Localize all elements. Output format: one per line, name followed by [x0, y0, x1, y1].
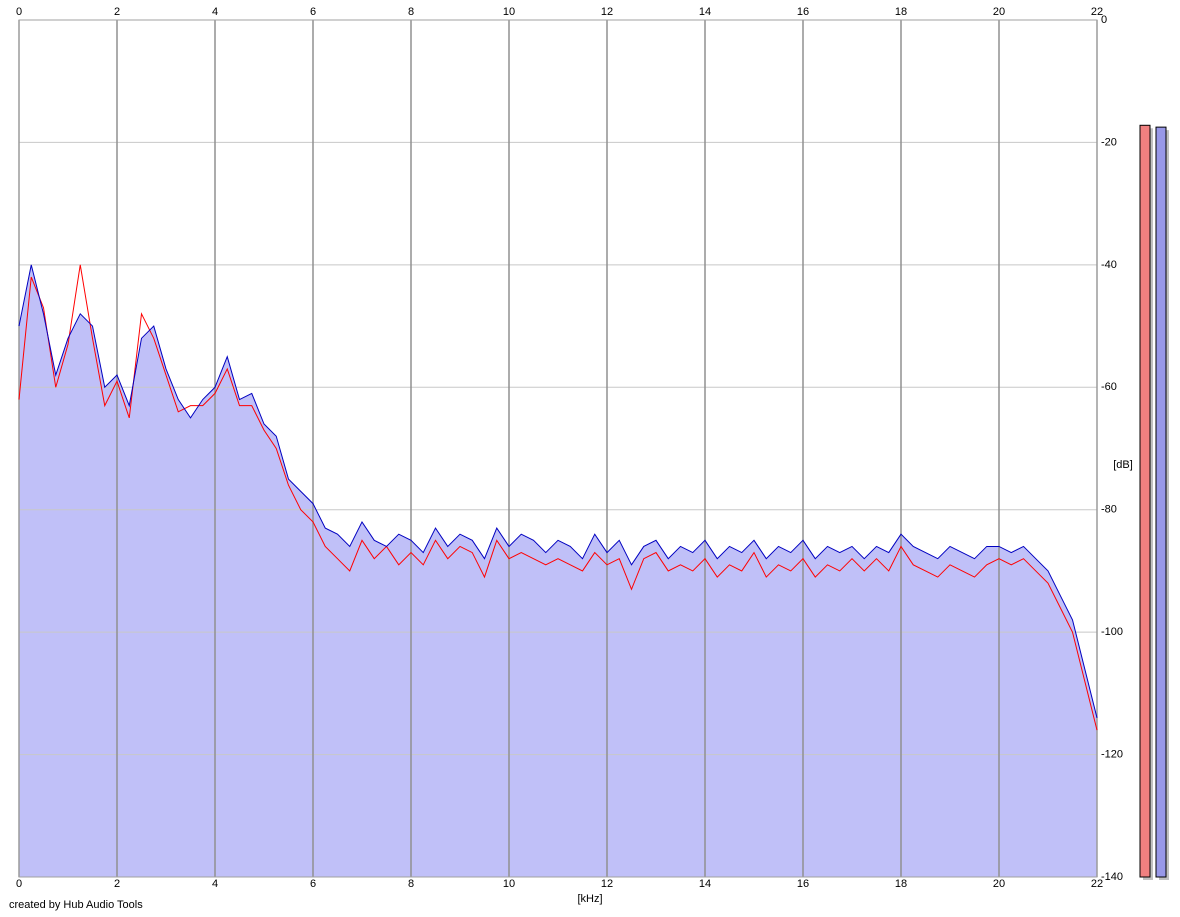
x-tick-label: 14	[699, 6, 711, 18]
y-tick-label: -40	[1101, 259, 1117, 271]
level-meter	[1155, 126, 1167, 878]
x-tick-label: 6	[310, 6, 316, 18]
y-tick-label: -80	[1101, 504, 1117, 516]
x-tick-label: 16	[797, 6, 809, 18]
x-tick-label: 22	[1091, 878, 1103, 890]
x-tick-label: 6	[310, 878, 316, 890]
level-meter	[1139, 124, 1151, 878]
x-tick-label: 10	[503, 6, 515, 18]
x-tick-label: 18	[895, 878, 907, 890]
x-tick-label: 8	[408, 878, 414, 890]
x-tick-label: 4	[212, 6, 218, 18]
x-axis-label: [kHz]	[577, 893, 602, 905]
y-tick-label: -140	[1101, 871, 1123, 883]
x-tick-label: 20	[993, 6, 1005, 18]
y-tick-label: 0	[1101, 14, 1107, 26]
y-tick-label: -100	[1101, 626, 1123, 638]
spectrum-area	[19, 264, 1097, 877]
x-tick-label: 0	[16, 6, 22, 18]
x-tick-label: 0	[16, 878, 22, 890]
plot-frame	[18, 19, 1098, 878]
y-tick-label: -60	[1101, 381, 1117, 393]
y-tick-label: -20	[1101, 136, 1117, 148]
spectrum-line	[18, 264, 1098, 718]
y-tick-label: -120	[1101, 748, 1123, 760]
credit: created by Hub Audio Tools	[9, 899, 143, 911]
x-tick-label: 2	[114, 878, 120, 890]
x-tick-label: 20	[993, 878, 1005, 890]
x-tick-label: 18	[895, 6, 907, 18]
x-tick-label: 14	[699, 878, 711, 890]
x-tick-label: 22	[1091, 6, 1103, 18]
x-tick-label: 10	[503, 878, 515, 890]
x-tick-label: 12	[601, 6, 613, 18]
x-tick-label: 2	[114, 6, 120, 18]
x-tick-label: 16	[797, 878, 809, 890]
y-axis-label: [dB]	[1113, 459, 1133, 471]
x-tick-label: 12	[601, 878, 613, 890]
x-tick-label: 4	[212, 878, 218, 890]
x-tick-label: 8	[408, 6, 414, 18]
